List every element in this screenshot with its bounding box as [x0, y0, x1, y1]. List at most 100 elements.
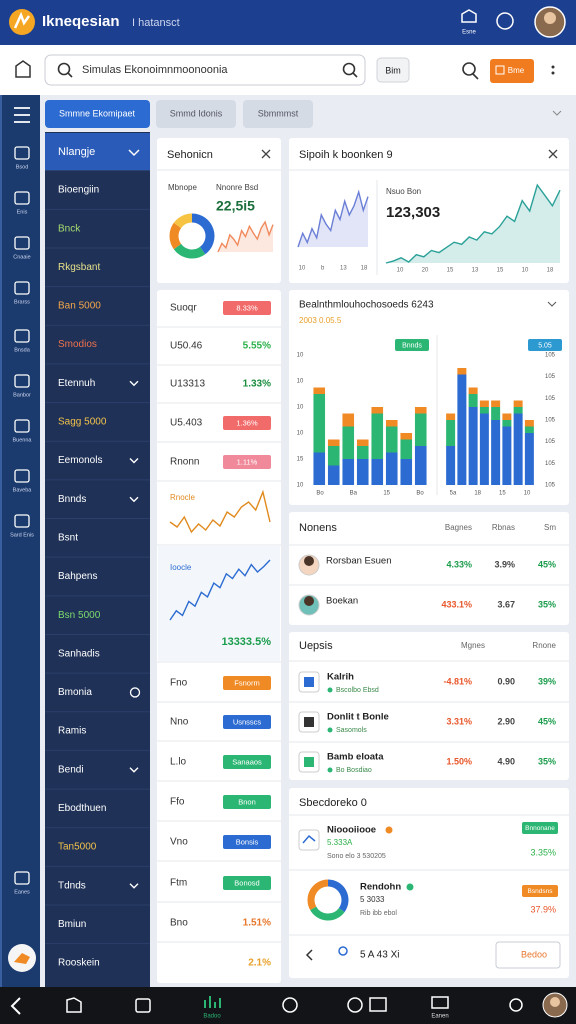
nav-icon[interactable] [282, 997, 298, 1013]
bar-segment [414, 446, 427, 485]
tab[interactable] [243, 100, 313, 128]
back-button[interactable] [305, 949, 313, 961]
rail-icon[interactable] [14, 191, 30, 205]
row-icon [310, 906, 345, 921]
chevron[interactable] [547, 301, 557, 307]
rail-icon[interactable] [14, 419, 30, 433]
chevron[interactable] [129, 380, 139, 387]
line [385, 183, 561, 264]
row-name: Rorsban Esuen [326, 556, 391, 567]
chevron [128, 149, 140, 157]
footer-button[interactable] [495, 941, 561, 969]
cell: -4.81% [443, 676, 472, 686]
row-icon-mark [304, 717, 314, 727]
nav-icon[interactable] [204, 996, 221, 1008]
rail-icon[interactable] [14, 329, 30, 343]
badge-label: 1.36% [236, 418, 258, 427]
badge-label: Bonsis [236, 837, 259, 846]
search-icon[interactable] [462, 62, 476, 76]
donut-slice [173, 243, 206, 259]
icon-label: Esne [462, 30, 476, 36]
y-tick-label: 105 [545, 418, 556, 424]
rail-icon[interactable] [14, 146, 30, 160]
rail-icon[interactable] [14, 469, 30, 483]
row-label: U13313 [170, 379, 205, 390]
menu-item: Bnck [58, 223, 81, 234]
menu-item: Rooskein [58, 958, 100, 969]
rail-icon[interactable] [14, 514, 30, 528]
row-label: U5.403 [170, 418, 203, 429]
nav-icon[interactable] [431, 996, 449, 1009]
chevron[interactable] [129, 458, 139, 464]
menu-item: Sanhadis [58, 648, 100, 659]
icon-rail [0, 95, 40, 987]
close-button[interactable] [261, 149, 271, 159]
cell: 45% [538, 559, 556, 569]
chevron[interactable] [129, 496, 139, 503]
tab[interactable] [45, 100, 150, 128]
row-icon-mark [304, 677, 314, 687]
menu-button[interactable] [14, 107, 30, 123]
search-icon[interactable] [342, 62, 356, 76]
tab[interactable] [156, 100, 236, 128]
card-subtitle: 2003 0.05.5 [299, 316, 342, 325]
status-dot [385, 826, 393, 834]
logo[interactable] [9, 9, 35, 35]
row-change: 37.9% [530, 904, 556, 914]
row-label: Ffo [170, 797, 185, 808]
bar-segment [385, 452, 398, 485]
y-tick-label: 105 [545, 461, 556, 467]
badge-label: 1.11% [237, 457, 258, 466]
badge [522, 885, 558, 897]
icon-button[interactable] [461, 9, 477, 23]
bar-segment [327, 465, 340, 485]
badge [223, 301, 271, 315]
y-tick-label: 105 [545, 483, 556, 489]
row-name: Kalrih [327, 672, 354, 683]
bar-segment [385, 420, 398, 427]
chevron[interactable] [129, 767, 139, 773]
rail-icon[interactable] [14, 236, 30, 250]
rail-icon[interactable] [14, 374, 30, 388]
x-tick-label: 20 [422, 268, 429, 274]
tabs-chevron[interactable] [552, 110, 562, 116]
app-subtitle: I hatansct [132, 17, 180, 29]
x-tick-label: 15 [497, 268, 504, 274]
rail-icon[interactable] [14, 871, 30, 885]
menu-item: Ramis [58, 726, 86, 737]
card-title: Nonens [299, 522, 337, 534]
y-tick-label: 15 [297, 457, 304, 463]
nav-icon[interactable] [135, 998, 151, 1013]
nav-back[interactable] [10, 997, 21, 1015]
cell: 2.90 [497, 716, 515, 726]
menu-item: Bendi [58, 764, 84, 775]
menu-header[interactable] [45, 133, 150, 171]
x-tick-label: 13 [472, 268, 479, 274]
badge [528, 339, 562, 351]
nav-icon[interactable] [369, 997, 387, 1012]
action-button[interactable] [490, 59, 534, 83]
spark-label: Ioocle [170, 563, 192, 572]
menu-item: Bioengiin [58, 185, 99, 196]
profile-button[interactable] [496, 12, 514, 30]
search-button[interactable] [376, 57, 410, 83]
badge-label: Fsnorm [234, 678, 259, 687]
more-button[interactable] [551, 65, 555, 69]
nav-icon[interactable] [347, 997, 363, 1013]
menu-item: Sagg 5000 [58, 417, 107, 428]
close-button[interactable] [548, 149, 558, 159]
search-box[interactable] [44, 54, 366, 86]
row-value: 1.51% [243, 918, 271, 929]
line [297, 189, 369, 248]
rail-icon[interactable] [14, 281, 30, 295]
nav-icon[interactable] [66, 997, 82, 1013]
nav-icon[interactable] [509, 998, 523, 1012]
row-sub: Sasomols [336, 727, 367, 734]
card [289, 632, 569, 780]
tab-label: Sbmmmst [258, 108, 299, 118]
footer-icon [338, 946, 348, 956]
bar-segment [479, 413, 489, 485]
home-button[interactable] [15, 60, 31, 78]
chevron[interactable] [129, 883, 139, 889]
menu-item: Bsn 5000 [58, 610, 101, 621]
